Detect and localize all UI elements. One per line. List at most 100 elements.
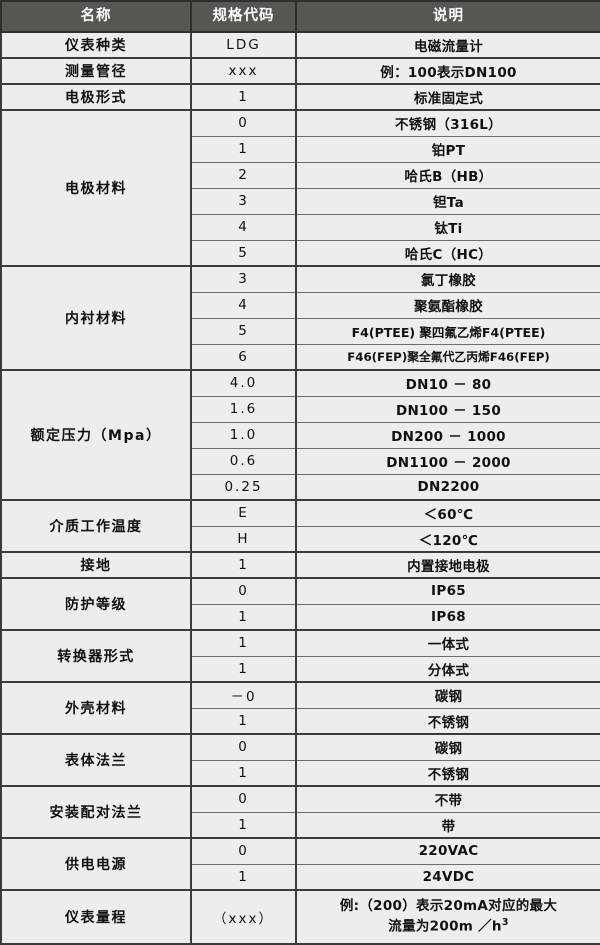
description-cell: 哈氏B（HB） xyxy=(295,161,600,189)
spec-code-cell: E xyxy=(190,499,297,527)
table-row: 1 铂PT xyxy=(1,135,600,163)
table-row: 转换器形式 1 一体式 xyxy=(0,629,600,683)
spec-code-cell: 1 xyxy=(190,135,297,163)
spec-code-cell: －0 xyxy=(190,681,297,709)
spec-code-cell: （xxx） xyxy=(190,889,297,945)
spec-code-cell: 1.0 xyxy=(190,421,297,449)
description-cell: 不锈钢 xyxy=(295,707,600,735)
table-row: 5 哈氏C（HC） xyxy=(1,239,600,267)
spec-code-cell: 4 xyxy=(190,213,297,241)
description-cell: 220VAC xyxy=(295,837,600,865)
row-group-name: 仪表种类 xyxy=(0,31,192,59)
table-row: 1 24VDC xyxy=(1,863,600,891)
spec-code-cell: 0 xyxy=(190,837,297,865)
description-cell: 带 xyxy=(295,811,600,839)
header-row: 名称 规格代码 说明 xyxy=(0,0,600,33)
description-cell: 聚氨酯橡胶 xyxy=(295,291,600,319)
row-group-name: 转换器形式 xyxy=(0,629,192,683)
description-cell: DN100 － 150 xyxy=(295,395,600,423)
spec-code-cell: 0.25 xyxy=(190,473,297,501)
row-group-name: 供电电源 xyxy=(0,837,192,891)
spec-code-cell: 2 xyxy=(190,161,297,189)
description-cell: 例：100表示DN100 xyxy=(295,57,600,85)
table-row: 仪表种类 LDG 电磁流量计 xyxy=(0,31,600,59)
table-row: H ＜120℃ xyxy=(1,525,600,553)
table-row: 额定压力（Mpa） 4.0 DN10 － 80 xyxy=(0,369,600,501)
table-row: 供电电源 0 220VAC xyxy=(0,837,600,891)
description-cell: 哈氏C（HC） xyxy=(295,239,600,267)
row-group-name: 测量管径 xyxy=(0,57,192,85)
table-row: 0.25 DN2200 xyxy=(1,473,600,501)
description-cell: 不锈钢（316L） xyxy=(295,109,600,137)
row-group-name: 内衬材料 xyxy=(0,265,192,371)
table-row: 4 钛Ti xyxy=(1,213,600,241)
description-cell: DN2200 xyxy=(295,473,600,501)
description-line-2-superscript: 3 xyxy=(501,917,509,929)
description-line-1: 例:（200）表示20mA对应的最大 xyxy=(339,897,558,914)
table-row: 1 不锈钢 xyxy=(1,759,600,787)
row-group-name: 外壳材料 xyxy=(0,681,192,735)
description-cell: 例:（200）表示20mA对应的最大流量为200m ／h3 xyxy=(295,889,600,945)
description-cell: 内置接地电极 xyxy=(295,551,600,579)
row-group-name: 仪表量程 xyxy=(0,889,192,945)
row-group-name: 额定压力（Mpa） xyxy=(0,369,192,501)
spec-code-cell: 0 xyxy=(190,785,297,813)
column-header-name: 名称 xyxy=(0,0,192,33)
table-row: 1 分体式 xyxy=(1,655,600,683)
spec-code-cell: 1 xyxy=(190,629,297,657)
spec-code-cell: 1 xyxy=(190,83,297,111)
table-row: 1.6 DN100 － 150 xyxy=(1,395,600,423)
spec-code-cell: 0 xyxy=(190,733,297,761)
table-row: 测量管径 xxx 例：100表示DN100 xyxy=(0,57,600,85)
table-row: 防护等级 0 IP65 xyxy=(0,577,600,631)
table-row: 电极材料 0 不锈钢（316L） xyxy=(0,109,600,267)
description-cell: IP65 xyxy=(295,577,600,605)
spec-code-cell: 1 xyxy=(190,811,297,839)
description-cell: F46(FEP)聚全氟代乙丙烯F46(FEP) xyxy=(295,343,600,371)
description-cell: F4(PTEE) 聚四氟乙烯F4(PTEE) xyxy=(295,317,600,345)
spec-code-cell: 1 xyxy=(190,551,297,579)
spec-code-cell: H xyxy=(190,525,297,553)
spec-code-cell: 3 xyxy=(190,187,297,215)
spec-code-cell: 6 xyxy=(190,343,297,371)
spec-code-cell: 1 xyxy=(190,863,297,891)
row-group-name: 电极材料 xyxy=(0,109,192,267)
table-header: 名称 规格代码 说明 xyxy=(0,0,600,33)
row-group-name: 接地 xyxy=(0,551,192,579)
table-row: 仪表量程 （xxx） 例:（200）表示20mA对应的最大 流量为200m ／h3 xyxy=(0,889,600,945)
spec-code-cell: 1 xyxy=(190,655,297,683)
description-cell: 不带 xyxy=(295,785,600,813)
description-cell: IP68 xyxy=(295,603,600,631)
description-cell: 一体式 xyxy=(295,629,600,657)
row-group-name: 介质工作温度 xyxy=(0,499,192,553)
table-row: 外壳材料 －0 碳钢 xyxy=(0,681,600,735)
description-cell: DN1100 － 2000 xyxy=(295,447,600,475)
row-group-name: 防护等级 xyxy=(0,577,192,631)
spec-code-cell: 3 xyxy=(190,265,297,293)
description-cell: 碳钢 xyxy=(295,733,600,761)
table-row: 表体法兰 0 碳钢 xyxy=(0,733,600,787)
table-row: 接地 1 内置接地电极 xyxy=(0,551,600,579)
table-body: 仪表种类 LDG 电磁流量计 测量管径 xxx 例：100表示DN100 电极形式 1 标准固定… xyxy=(0,31,600,945)
description-cell: 碳钢 xyxy=(295,681,600,709)
description-cell: 24VDC xyxy=(295,863,600,891)
description-cell: 标准固定式 xyxy=(295,83,600,111)
row-group-name: 表体法兰 xyxy=(0,733,192,787)
description-line-2: 流量为200m ／h3 xyxy=(299,916,598,937)
row-group-name: 电极形式 xyxy=(0,83,192,111)
description-cell: 钛Ti xyxy=(295,213,600,241)
spec-code-cell: 0.6 xyxy=(190,447,297,475)
table-row: 2 哈氏B（HB） xyxy=(1,161,600,189)
spec-code-cell: 1.6 xyxy=(190,395,297,423)
table-row: 电极形式 1 标准固定式 xyxy=(0,83,600,111)
description-cell: ＜120℃ xyxy=(295,525,600,553)
spec-code-cell: 0 xyxy=(190,577,297,605)
column-header-code: 规格代码 xyxy=(191,0,297,33)
table-row: 5 F4(PTEE) 聚四氟乙烯F4(PTEE) xyxy=(1,317,600,345)
spec-code-cell: 5 xyxy=(190,317,297,345)
description-cell: 氯丁橡胶 xyxy=(295,265,600,293)
spec-code-cell: 1 xyxy=(190,603,297,631)
